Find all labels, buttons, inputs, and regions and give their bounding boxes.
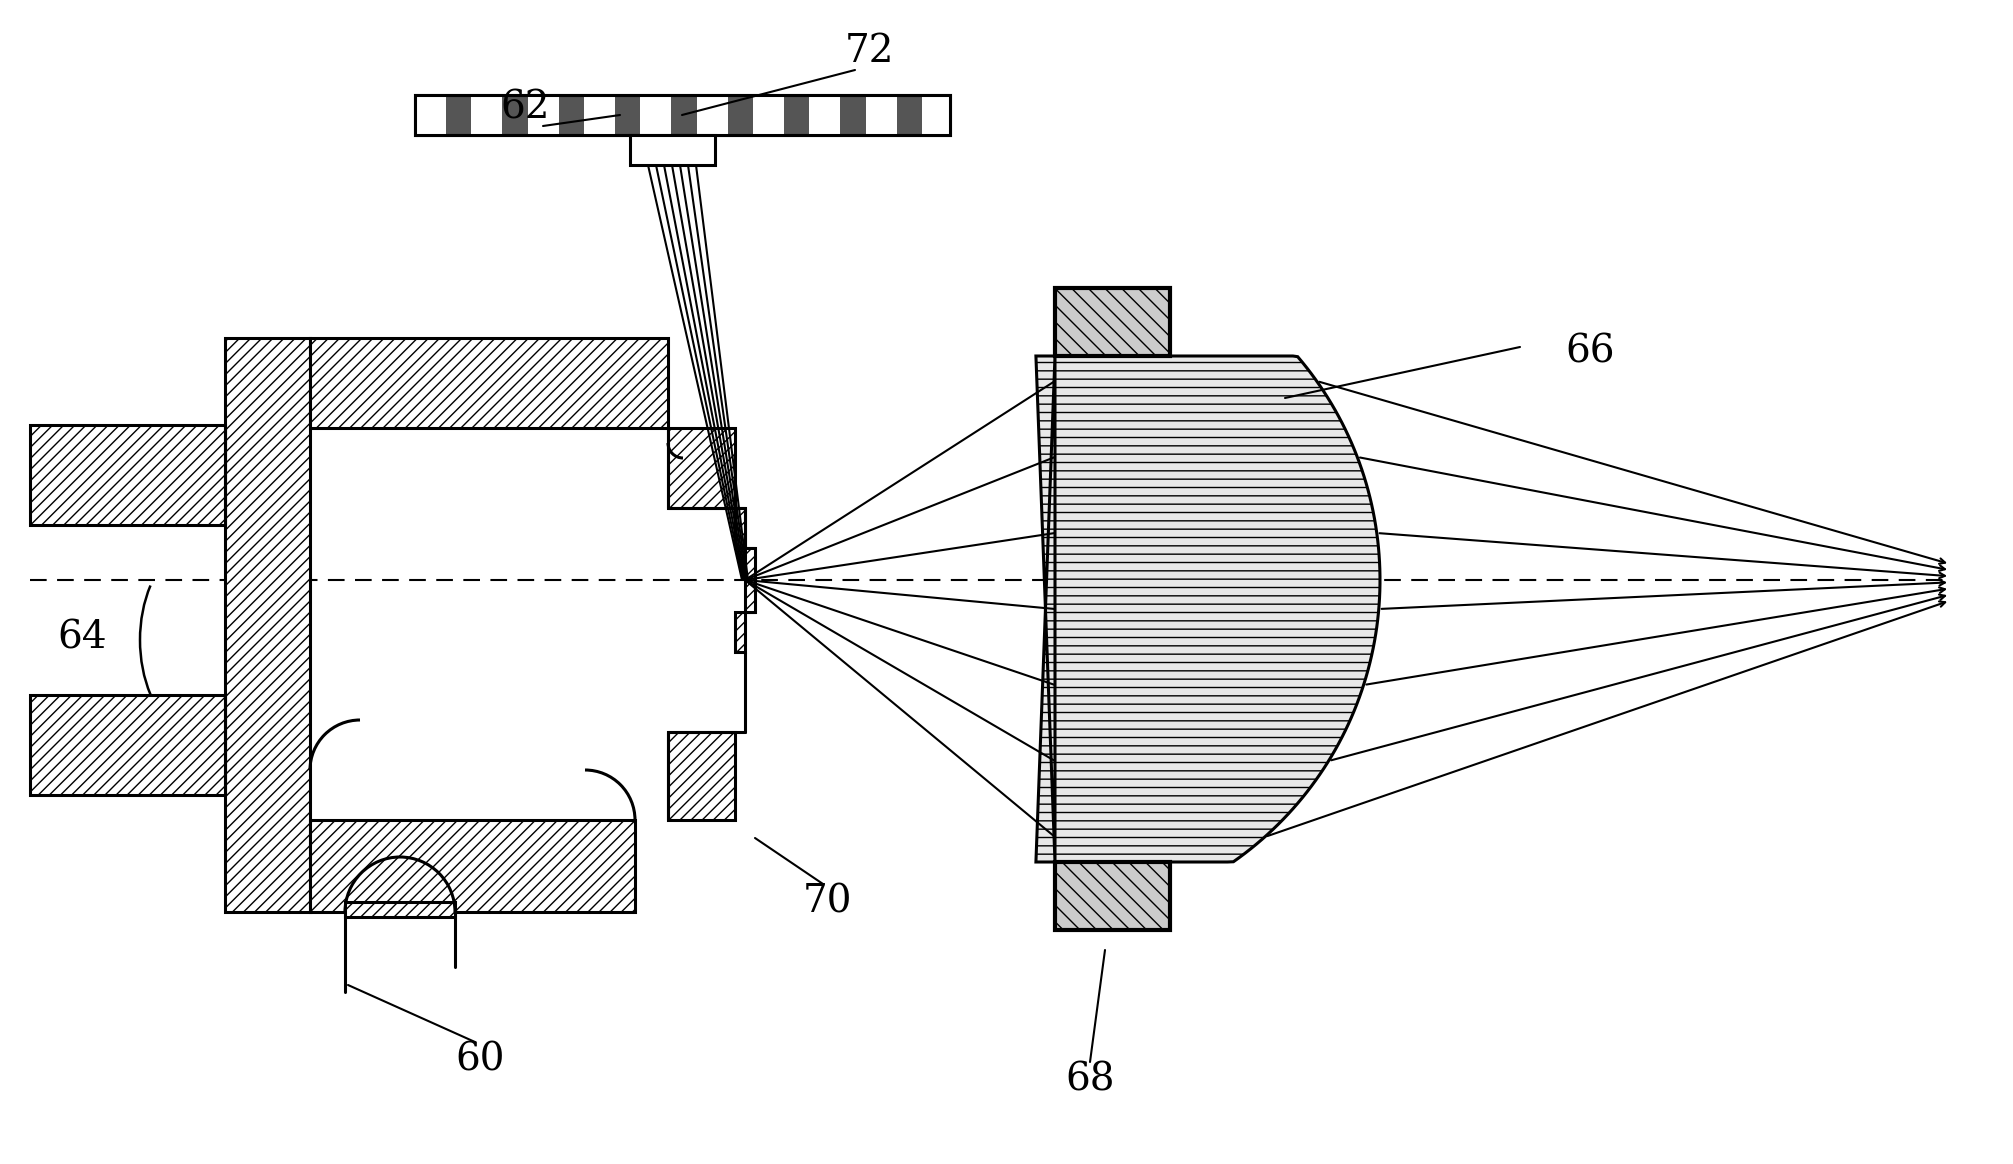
Bar xyxy=(415,95,950,135)
Text: 70: 70 xyxy=(803,883,854,921)
Bar xyxy=(866,95,896,135)
Polygon shape xyxy=(310,819,634,913)
Bar xyxy=(753,95,783,135)
Text: 68: 68 xyxy=(1065,1062,1115,1099)
Text: 64: 64 xyxy=(56,619,107,656)
Polygon shape xyxy=(735,508,745,548)
Bar xyxy=(527,95,558,135)
Polygon shape xyxy=(735,612,745,652)
Bar xyxy=(640,95,670,135)
Bar xyxy=(310,428,668,819)
Bar xyxy=(584,95,614,135)
Polygon shape xyxy=(1055,288,1170,356)
Bar xyxy=(415,95,447,135)
Polygon shape xyxy=(225,338,310,913)
Polygon shape xyxy=(310,338,668,428)
Bar xyxy=(30,695,225,795)
Text: 60: 60 xyxy=(455,1042,505,1079)
Text: 66: 66 xyxy=(1566,334,1614,370)
Polygon shape xyxy=(745,548,755,612)
Bar xyxy=(696,95,727,135)
Polygon shape xyxy=(1037,356,1381,863)
Polygon shape xyxy=(668,732,735,819)
Text: 62: 62 xyxy=(501,90,550,127)
Bar xyxy=(471,95,503,135)
Polygon shape xyxy=(668,428,735,508)
Bar xyxy=(922,95,950,135)
Text: 72: 72 xyxy=(845,34,894,71)
Bar xyxy=(415,95,950,135)
Bar xyxy=(630,135,715,165)
Bar xyxy=(344,902,455,917)
Bar xyxy=(809,95,839,135)
Bar xyxy=(30,425,225,525)
Polygon shape xyxy=(1055,863,1170,930)
